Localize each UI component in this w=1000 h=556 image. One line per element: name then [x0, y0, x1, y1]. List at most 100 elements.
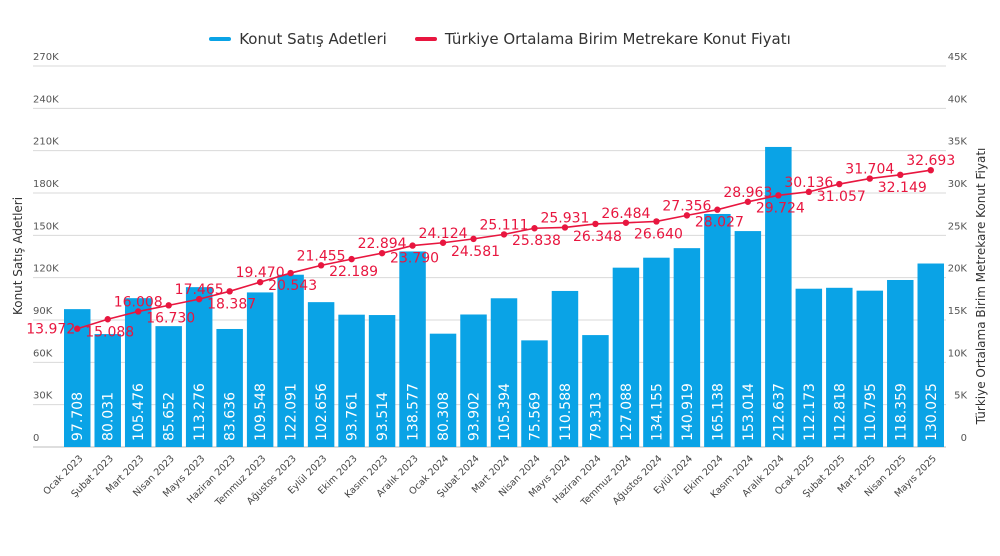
left-tick-label: 30K	[33, 391, 53, 402]
price-value-label: 21.455	[297, 248, 346, 264]
bar-value-label: 85.652	[162, 392, 178, 441]
legend-item-sales[interactable]: Konut Satış Adetleri	[209, 30, 387, 48]
price-point	[805, 188, 813, 196]
right-tick-label: 0	[961, 433, 967, 444]
price-point	[500, 231, 508, 238]
bar	[338, 314, 365, 447]
price-value-label: 32.693	[906, 153, 955, 169]
left-axis: 0 30K 60K 90K 120K 150K 180K 210K 240K 270K	[33, 52, 59, 444]
price-value-label: 28.963	[723, 185, 772, 201]
price-value-label: 32.149	[878, 180, 927, 196]
legend-swatch-sales	[209, 37, 232, 41]
bar-value-label: 153.014	[741, 383, 757, 441]
bar	[826, 287, 853, 447]
price-value-label: 26.484	[601, 206, 650, 222]
bar-value-label: 102.656	[314, 383, 330, 441]
legend-swatch-price	[414, 37, 437, 41]
bar-value-label: 97.708	[70, 392, 86, 441]
bar-value-label: 109.548	[253, 383, 269, 441]
right-tick-label: 30K	[948, 179, 968, 190]
gridlines	[33, 65, 946, 448]
price-value-label: 25.111	[480, 217, 529, 233]
price-value-label: 26.348	[573, 229, 622, 245]
legend-item-price[interactable]: Türkiye Ortalama Birim Metrekare Konut F…	[414, 30, 791, 48]
left-tick-label: 90K	[33, 306, 53, 317]
price-value-label: 19.470	[236, 265, 285, 281]
left-tick-label: 270K	[33, 52, 59, 63]
price-point	[378, 249, 386, 257]
bar	[64, 309, 91, 447]
right-tick-label: 25K	[948, 221, 968, 232]
bar	[429, 333, 457, 447]
bar-value-label: 127.088	[619, 383, 635, 441]
price-value-label: 24.124	[419, 226, 468, 242]
bar-value-label: 113.276	[192, 383, 208, 441]
price-point	[531, 225, 538, 232]
bar-value-label: 140.919	[680, 383, 696, 441]
price-point	[744, 198, 752, 205]
bar-value-label: 118.359	[893, 383, 909, 441]
price-point	[439, 239, 447, 246]
bar	[521, 340, 548, 447]
right-tick-label: 20K	[948, 264, 968, 275]
bar	[887, 279, 914, 447]
right-tick-label: 35K	[948, 137, 968, 148]
price-value-label: 25.838	[512, 233, 561, 249]
bar	[856, 290, 884, 447]
bar-value-label: 83.636	[223, 392, 239, 441]
price-value-label: 13.972	[26, 322, 75, 338]
bars: 97.708 80.031 105.476 85.652 113.276 83.636 10…	[64, 146, 944, 448]
bar-value-label: 110.795	[863, 383, 879, 441]
bar	[734, 231, 762, 447]
price-point	[287, 269, 294, 277]
bar-value-label: 138.577	[406, 383, 422, 441]
chart-legend: Konut Satış Adetleri Türkiye Ortalama Bi…	[0, 30, 1000, 48]
bar-value-label: 93.761	[345, 392, 361, 441]
price-value-label: 26.640	[634, 226, 683, 242]
bar-value-label: 80.031	[101, 392, 117, 441]
legend-label-sales: Konut Satış Adetleri	[239, 30, 387, 48]
price-value-label: 16.730	[146, 310, 195, 326]
price-value-label: 20.543	[268, 278, 317, 294]
bar	[185, 287, 213, 447]
bar-value-label: 165.138	[710, 383, 726, 441]
bar	[917, 263, 944, 447]
price-point	[866, 175, 873, 182]
right-tick-label: 45K	[948, 52, 968, 63]
bar-value-label: 105.394	[497, 383, 513, 441]
price-point	[256, 278, 264, 286]
price-point	[653, 218, 660, 225]
price-value-label: 23.790	[390, 251, 439, 267]
right-axis-title: Türkiye Ortalama Birim Metrekare Konut F…	[974, 148, 988, 426]
bar	[307, 302, 335, 447]
price-value-label: 30.136	[784, 175, 833, 191]
bar-value-label: 79.313	[588, 392, 604, 441]
bar	[673, 248, 701, 447]
bar	[368, 315, 396, 447]
left-tick-label: 240K	[33, 94, 59, 105]
price-point	[592, 220, 599, 228]
price-value-label: 31.057	[817, 189, 866, 205]
price-point	[348, 255, 355, 263]
left-tick-label: 120K	[33, 264, 59, 275]
price-point	[74, 325, 81, 332]
bar-value-label: 93.514	[375, 392, 391, 441]
price-value-label: 25.931	[540, 210, 589, 226]
bar	[124, 298, 152, 447]
price-point	[683, 212, 691, 219]
right-axis: 0 5K 10K 15K 20K 25K 30K 35K 40K 45K	[948, 52, 968, 444]
price-value-label: 31.704	[845, 162, 894, 178]
bar	[460, 314, 487, 447]
price-point	[165, 302, 172, 309]
price-point	[195, 295, 203, 303]
bar-value-label: 105.476	[131, 383, 147, 441]
bar	[277, 274, 304, 447]
bar-value-label: 134.155	[649, 383, 665, 441]
price-value-label: 22.189	[329, 264, 378, 280]
price-value-label: 28.027	[695, 215, 744, 231]
price-point	[470, 235, 477, 243]
price-point	[897, 171, 904, 179]
bar	[612, 267, 640, 447]
